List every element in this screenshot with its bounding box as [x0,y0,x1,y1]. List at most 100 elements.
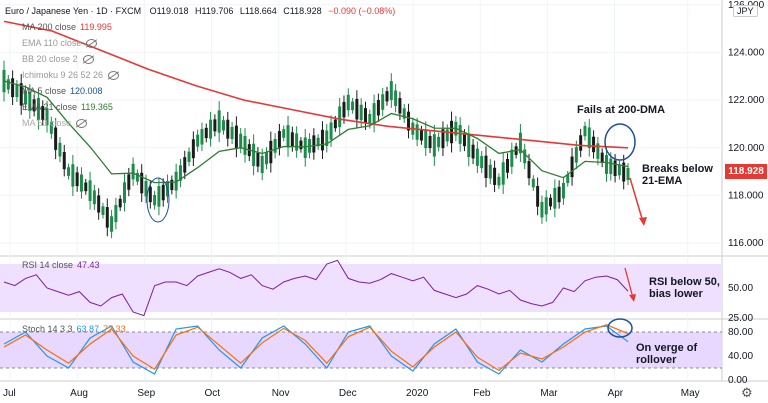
stoch-legend[interactable]: Stoch 14 3 3 63.87 77.33 [22,324,126,334]
candle-body [110,216,114,232]
arrow-head [639,217,647,226]
candle-body [170,179,174,191]
candle-body [415,124,419,140]
rsi-tick-label: 50.00 [728,283,753,294]
candle-body [462,134,466,147]
annotation-fails: Fails at 200-DMA [577,104,666,116]
time-tick-label: Apr [608,388,624,399]
indicator-bb20[interactable]: BB 20 close 2 [22,54,94,65]
candle-body [6,79,10,90]
candle-body [320,129,324,151]
stoch-band [0,332,722,368]
ohlc-low: L118.664 [239,6,277,16]
candle-body [54,127,58,150]
rsi-legend[interactable]: RSI 14 close 47.43 [22,260,100,270]
candle-body [303,137,307,159]
candle-body [114,204,118,223]
candle-body [424,129,428,149]
currency-badge[interactable]: JPY [733,5,758,17]
ema21-line [3,80,629,184]
candle-body [269,140,273,164]
candle-body [24,90,28,105]
candle-body [394,90,398,106]
candle-body [196,134,200,147]
candle-body [497,176,501,186]
indicator-ema110[interactable]: EMA 110 close [22,38,98,49]
candle-body [583,125,587,137]
candle-body [282,129,286,138]
candle-body [518,132,522,154]
indicator-ma200[interactable]: MA 200 close 119.995 [22,22,112,32]
candle-body [600,152,604,163]
candle-body [11,78,15,98]
candle-body [488,164,492,179]
highlight-circle [604,123,636,161]
candle-body [363,108,367,124]
candle-body [221,120,225,131]
candle-body [376,99,380,116]
candle-body [346,94,350,111]
candle-body [381,94,385,110]
hidden-eye-icon[interactable] [82,55,94,65]
candle-body [127,174,131,190]
candle-body [161,184,165,201]
stoch-tick-label: 80.00 [728,327,753,338]
stoch-d-line [3,324,629,372]
rsi-line [3,259,629,317]
symbol-header: Euro / Japanese Yen · 1D · FXCM O119.018… [5,6,395,17]
candle-body [295,133,299,151]
hidden-eye-icon[interactable] [108,71,120,81]
ohlc-open: O119.018 [149,6,189,16]
candle-body [561,182,565,199]
annotation-stoch: On verge of rollover [636,342,698,366]
candle-body [523,149,527,164]
candle-body [540,201,544,218]
candle-body [71,164,75,187]
candle-body [544,197,548,215]
candle-body [549,197,553,207]
annotation-breaks: Breaks below 21-EMA [642,163,713,187]
indicator-ema21[interactable]: EMA 21 close 119.365 [22,102,113,112]
indicator-ma5[interactable]: MA 5 close 120.008 [22,86,103,96]
candle-body [338,106,342,128]
arrow-line [629,177,644,223]
candle-body [428,136,432,149]
indicator-ichimoku[interactable]: Ichimoku 9 26 52 26 [22,70,120,81]
candle-body [368,114,372,125]
candle-body [359,104,363,121]
candle-body [592,136,596,153]
candle-body [467,134,471,158]
candle-body [140,172,144,194]
arrow-line [624,267,634,299]
arrow-head [629,294,636,302]
candle-body [49,121,53,134]
indicator-ma50[interactable]: MA 50 close [22,118,88,129]
candle-body [217,110,221,133]
ohlc-change: −0.090 (−0.08%) [328,6,396,16]
stoch-tick-label: 0.00 [728,375,748,386]
hidden-eye-icon[interactable] [86,39,98,49]
candle-body [148,186,152,203]
candle-body [527,161,531,179]
candle-body [574,147,578,163]
candle-body [372,103,376,124]
candle-body [75,172,79,187]
candle-body [277,131,281,149]
candle-body [105,207,109,228]
candle-body [32,99,36,112]
hidden-eye-icon[interactable] [76,119,88,129]
candle-body [355,98,359,120]
candle-body [458,124,462,144]
time-tick-label: Nov [272,388,290,399]
candle-body [312,135,316,153]
candle-body [484,155,488,178]
gear-icon[interactable]: ⚙ [741,385,753,400]
symbol-title: Euro / Japanese Yen · 1D · FXCM [5,6,142,16]
candle-body [531,178,535,188]
candle-body [553,187,557,209]
rsi-band [0,264,722,312]
candle-body [622,162,626,182]
candle-body [510,149,514,167]
candle-body [97,195,101,213]
